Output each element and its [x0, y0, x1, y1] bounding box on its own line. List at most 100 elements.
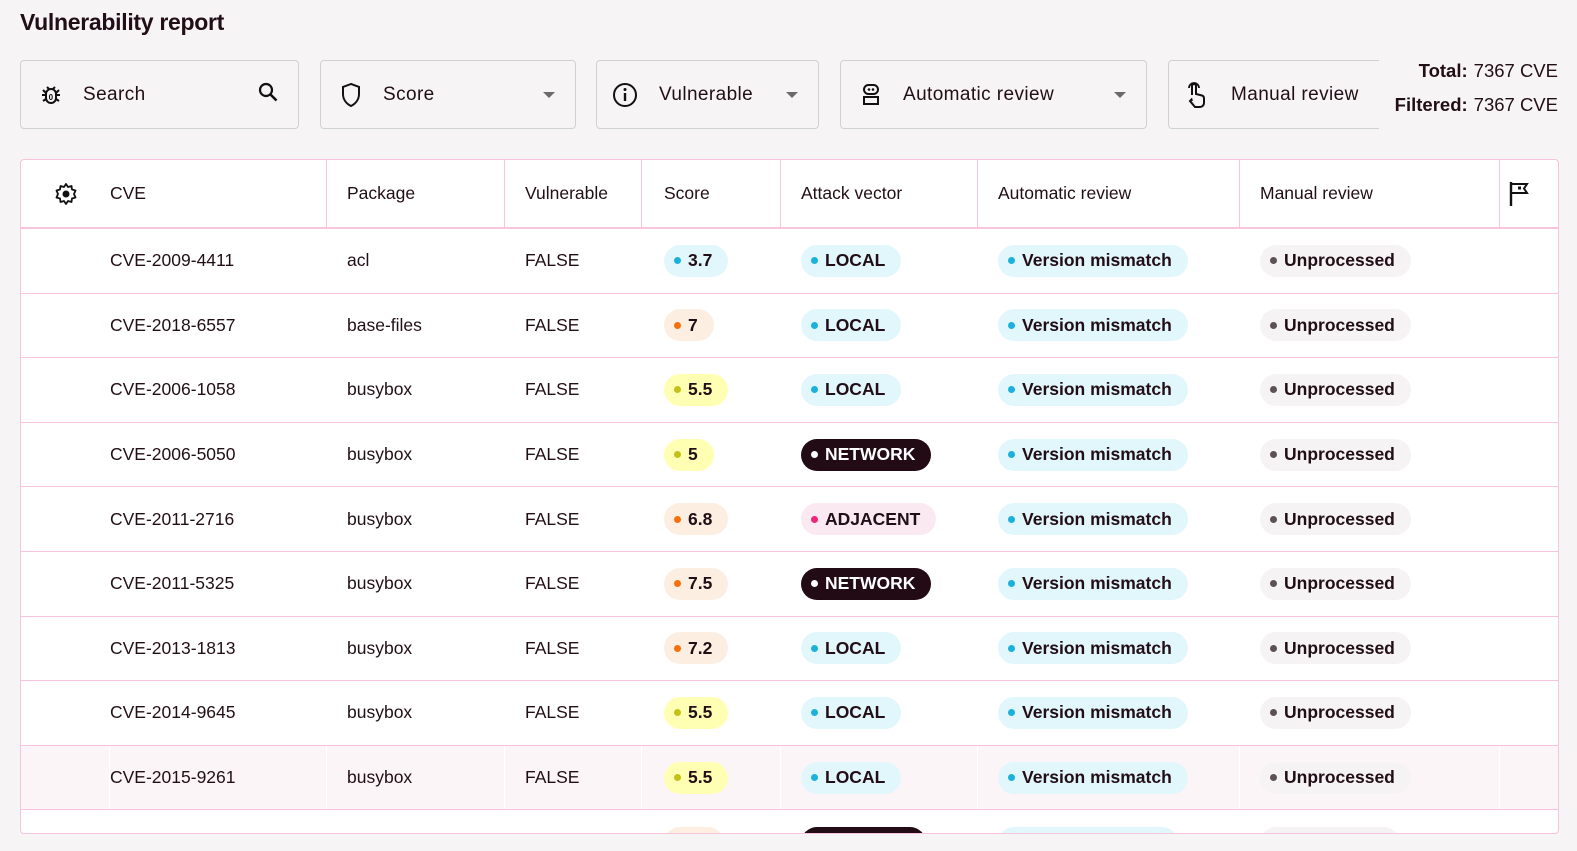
- score-cell: 3.7: [642, 229, 781, 293]
- manual-review-badge-text: Unprocessed: [1284, 702, 1395, 723]
- manual-review-badge-dot: [1270, 580, 1277, 588]
- score-badge-dot: [674, 515, 681, 523]
- table-row[interactable]: CVE-2018-6557 base-files FALSE 7 LOCAL Versio…: [21, 293, 1558, 359]
- automatic-review-badge-text: Version mismatch: [1022, 767, 1172, 788]
- table-row[interactable]: CVE-2015-9261 busybox FALSE 5.5 LOCAL Version…: [21, 745, 1558, 811]
- table-row[interactable]: [21, 810, 1558, 833]
- column-header-package[interactable]: Package: [327, 160, 505, 227]
- search-input[interactable]: 0 Search: [20, 60, 299, 129]
- cve-cell: [110, 810, 327, 833]
- chevron-down-icon: [1114, 91, 1126, 98]
- attack-vector-cell: LOCAL: [781, 229, 978, 293]
- shield-icon: [337, 81, 365, 109]
- automatic-review-filter[interactable]: Automatic review: [840, 60, 1147, 129]
- score-cell: 7.2: [642, 616, 781, 681]
- vulnerable-cell: [505, 810, 642, 833]
- automatic-review-badge: Version mismatch: [998, 373, 1188, 406]
- score-badge-text: 3.7: [688, 250, 713, 271]
- vulnerable-filter[interactable]: Vulnerable: [596, 60, 819, 129]
- score-badge-dot: [674, 451, 681, 459]
- score-cell: [642, 810, 781, 833]
- automatic-review-cell: Version mismatch: [978, 358, 1240, 422]
- table-header: CVE Package Vulnerable Score Attack vect…: [21, 160, 1558, 229]
- score-cell: 5: [642, 422, 781, 487]
- manual-review-cell: Unprocessed: [1240, 229, 1500, 293]
- filtered-value: 7367 CVE: [1473, 94, 1558, 115]
- manual-review-badge: [1260, 827, 1400, 833]
- table-row[interactable]: CVE-2011-2716 busybox FALSE 6.8 ADJACENT Vers…: [21, 487, 1558, 552]
- attack-vector-badge-dot: [811, 321, 818, 329]
- automatic-review-cell: Version mismatch: [978, 551, 1240, 616]
- manual-review-badge-dot: [1270, 644, 1277, 652]
- package-cell: base-files: [327, 293, 505, 358]
- score-filter[interactable]: Score: [320, 60, 576, 129]
- column-header-automatic-review[interactable]: Automatic review: [978, 160, 1240, 227]
- score-cell: 7: [642, 293, 781, 358]
- attack-vector-cell: ADJACENT: [781, 487, 978, 551]
- score-badge: 3.7: [664, 244, 729, 277]
- attack-vector-badge-dot: [811, 644, 818, 652]
- score-badge: 5.5: [664, 373, 729, 406]
- score-badge-dot: [674, 709, 681, 717]
- total-value: 7367 CVE: [1473, 60, 1558, 81]
- chevron-down-icon: [786, 91, 798, 98]
- attack-vector-badge-dot: [811, 774, 818, 782]
- table-row[interactable]: CVE-2013-1813 busybox FALSE 7.2 LOCAL Version…: [21, 616, 1558, 682]
- table-row[interactable]: CVE-2014-9645 busybox FALSE 5.5 LOCAL Version…: [21, 681, 1558, 746]
- cve-cell: CVE-2006-5050: [110, 422, 327, 487]
- manual-review-badge-dot: [1270, 451, 1277, 459]
- manual-review-cell: Unprocessed: [1240, 358, 1500, 422]
- score-badge-text: 5.5: [688, 379, 713, 400]
- manual-review-cell: Unprocessed: [1240, 293, 1500, 358]
- score-filter-label: Score: [383, 83, 435, 105]
- score-badge-dot: [674, 580, 681, 588]
- vulnerability-table: CVE Package Vulnerable Score Attack vect…: [20, 159, 1559, 834]
- flag-icon: [1509, 181, 1529, 206]
- automatic-review-badge: Version mismatch: [998, 503, 1188, 536]
- info-icon: [611, 81, 639, 109]
- manual-review-badge-text: Unprocessed: [1284, 444, 1395, 465]
- column-header-attack-vector[interactable]: Attack vector: [781, 160, 978, 227]
- manual-review-filter[interactable]: Manual review: [1168, 60, 1379, 129]
- manual-review-badge-text: Unprocessed: [1284, 767, 1395, 788]
- cve-cell: CVE-2011-5325: [110, 551, 327, 616]
- attack-vector-badge-text: LOCAL: [825, 379, 886, 400]
- attack-vector-badge-text: LOCAL: [825, 637, 886, 658]
- automatic-review-badge-text: Version mismatch: [1022, 702, 1172, 723]
- row-spacer: [21, 293, 110, 358]
- automatic-review-cell: Version mismatch: [978, 745, 1240, 810]
- manual-review-badge-dot: [1270, 774, 1277, 782]
- vulnerable-cell: FALSE: [505, 487, 642, 551]
- cve-cell: CVE-2006-1058: [110, 358, 327, 422]
- column-settings-button[interactable]: [21, 160, 110, 227]
- manual-review-badge-dot: [1270, 386, 1277, 394]
- score-badge: 5.5: [664, 696, 729, 729]
- search-icon[interactable]: [256, 80, 280, 110]
- attack-vector-badge: ADJACENT: [801, 503, 937, 536]
- flag-button[interactable]: [1500, 160, 1558, 227]
- automatic-review-badge-dot: [1008, 580, 1015, 588]
- table-row[interactable]: CVE-2006-5050 busybox FALSE 5 NETWORK Version…: [21, 422, 1558, 488]
- package-cell: busybox: [327, 487, 505, 551]
- column-header-manual-review[interactable]: Manual review: [1240, 160, 1500, 227]
- attack-vector-badge-dot: [811, 257, 818, 265]
- table-row[interactable]: CVE-2006-1058 busybox FALSE 5.5 LOCAL Version…: [21, 358, 1558, 423]
- manual-review-badge-text: Unprocessed: [1284, 637, 1395, 658]
- automatic-review-badge: Version mismatch: [998, 244, 1188, 277]
- manual-review-badge: Unprocessed: [1260, 373, 1411, 406]
- score-badge-text: 7: [688, 314, 698, 335]
- vulnerable-cell: FALSE: [505, 229, 642, 293]
- manual-review-badge-text: Unprocessed: [1284, 379, 1395, 400]
- table-row[interactable]: CVE-2009-4411 acl FALSE 3.7 LOCAL Version mis…: [21, 229, 1558, 294]
- column-header-cve[interactable]: CVE: [110, 160, 327, 227]
- score-badge-dot: [674, 774, 681, 782]
- cve-cell: CVE-2009-4411: [110, 229, 327, 293]
- column-header-vulnerable[interactable]: Vulnerable: [505, 160, 642, 227]
- attack-vector-badge-text: NETWORK: [825, 573, 916, 594]
- svg-text:0: 0: [49, 93, 54, 102]
- manual-review-badge-text: Unprocessed: [1284, 508, 1395, 529]
- column-header-score[interactable]: Score: [642, 160, 781, 227]
- manual-review-badge: Unprocessed: [1260, 696, 1411, 729]
- table-row[interactable]: CVE-2011-5325 busybox FALSE 7.5 NETWORK Versi…: [21, 551, 1558, 617]
- manual-review-badge-text: Unprocessed: [1284, 314, 1395, 335]
